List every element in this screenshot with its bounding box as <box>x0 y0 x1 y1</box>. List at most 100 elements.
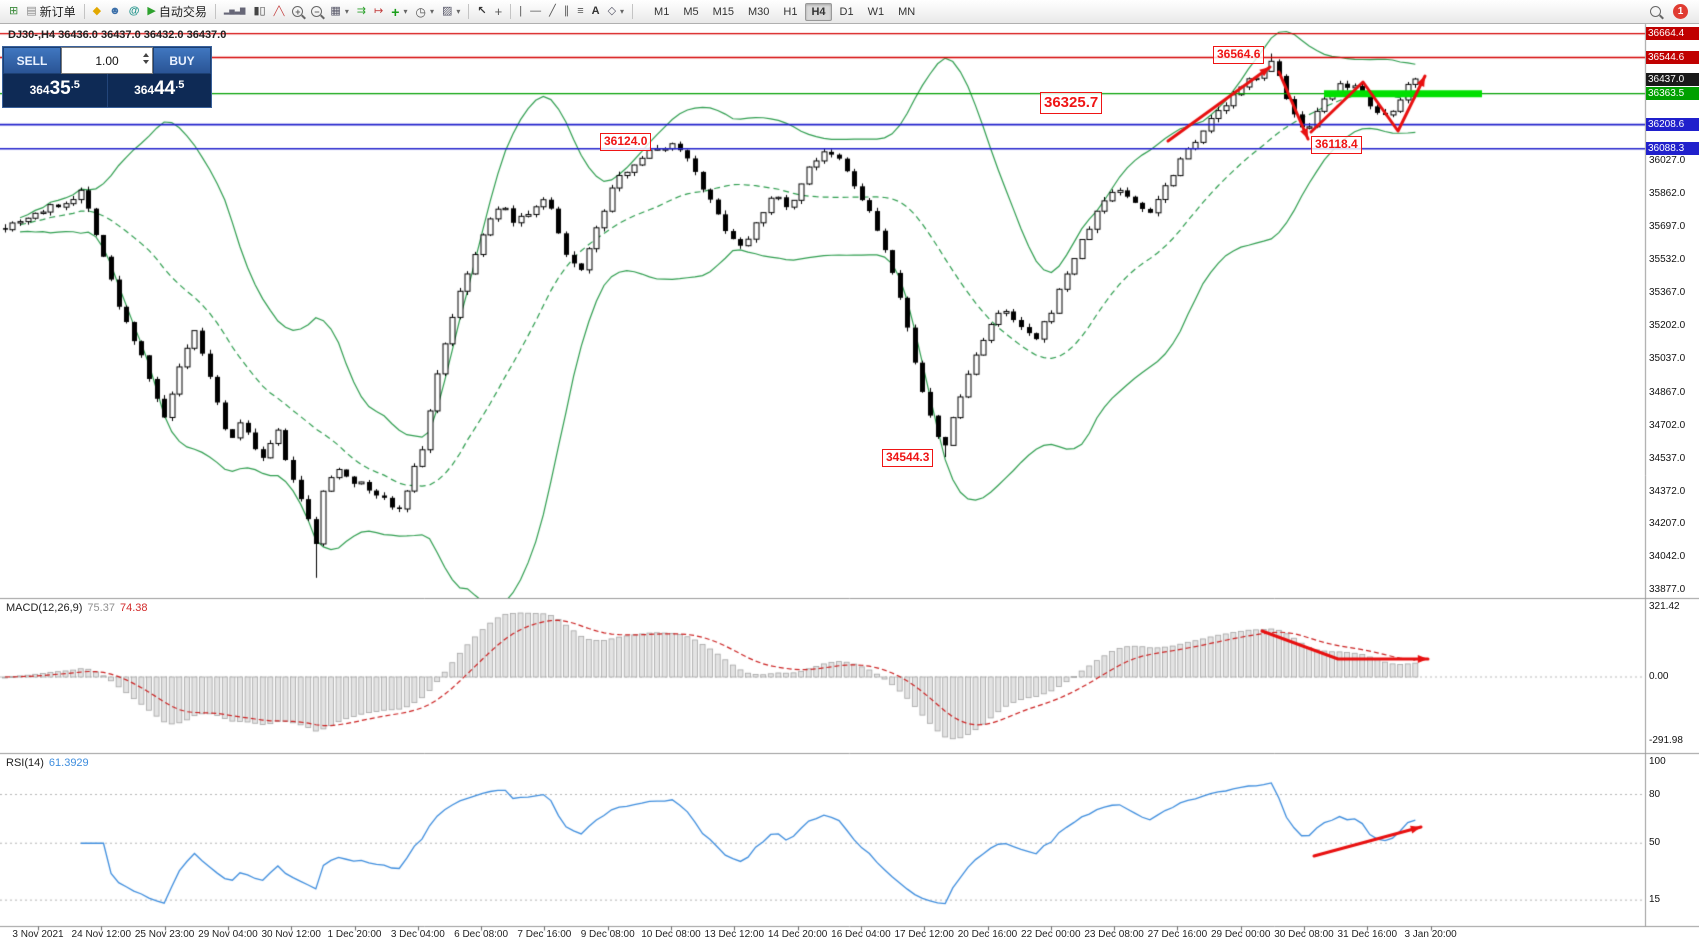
timeframe-h4[interactable]: H4 <box>805 2 832 21</box>
fibo-icon: ≡ <box>577 5 584 17</box>
zoom-out-button[interactable]: − <box>307 2 326 22</box>
metaeditor-button[interactable]: ◆ <box>89 2 105 22</box>
candles-chart-button[interactable]: ▮▯ <box>249 2 269 22</box>
trendline-button[interactable]: ╱ <box>545 2 560 22</box>
line-chart-button[interactable]: ╱╲ <box>270 2 289 22</box>
indicators-button[interactable]: + ▾ <box>387 2 411 22</box>
auto-scroll-icon: ⇉ <box>356 5 367 17</box>
new-order-button[interactable]: ▤ 新订单 <box>22 2 79 22</box>
sell-button[interactable]: SELL <box>3 47 61 74</box>
line-icon: ╱╲ <box>273 6 285 16</box>
crosshair-button[interactable]: + <box>491 2 507 22</box>
toolbar-separator <box>632 4 634 19</box>
bars-icon: ▂▅▃▇ <box>223 8 246 15</box>
toolbar-separator <box>214 4 216 19</box>
cursor-button[interactable]: ↖ <box>473 2 490 22</box>
toolbar: ⊞ ▤ 新订单 ◆ ☻ @ ▶ 自动交易 ▂▅▃▇ ▮▯ ╱╲ + − ▦ ▾ ⇉ ↦ + ▾ ◷ ▾ ▨ ▾ ↖ + | — ╱ ∥ ≡… <box>0 0 1699 24</box>
fibonacci-button[interactable]: ≡ <box>573 2 587 22</box>
person-icon: ☻ <box>109 5 121 17</box>
dropdown-arrow-icon: ▾ <box>456 7 461 16</box>
auto-scroll-button[interactable]: ⇉ <box>353 2 370 22</box>
new-chart-button[interactable]: ⊞ <box>5 2 22 22</box>
chart-shift-button[interactable]: ↦ <box>370 2 387 22</box>
periods-button[interactable]: ◷ ▾ <box>411 2 438 22</box>
time-label: 9 Dec 08:00 <box>580 929 635 940</box>
algo-trading-button[interactable]: ▶ 自动交易 <box>143 2 210 22</box>
zoom-in-icon: + <box>292 6 304 17</box>
price-tick: 35862.0 <box>1649 187 1686 199</box>
time-label: 24 Nov 12:00 <box>71 929 132 940</box>
dropdown-arrow-icon: ▾ <box>344 7 349 16</box>
zoom-out-icon: − <box>311 6 323 17</box>
new-order-icon: ▤ <box>26 5 37 17</box>
tile-windows-button[interactable]: ▦ ▾ <box>326 2 352 22</box>
time-label: 29 Nov 04:00 <box>198 929 258 940</box>
vertical-line-button[interactable]: | <box>515 2 526 22</box>
time-label: 29 Dec 00:00 <box>1210 929 1271 940</box>
play-icon: ▶ <box>147 5 156 17</box>
price-tick: 34372.0 <box>1649 485 1686 497</box>
timeframe-m1[interactable]: M1 <box>654 5 670 18</box>
horizontal-line-button[interactable]: — <box>526 2 545 22</box>
price-annotation[interactable]: 36124.0 <box>600 133 652 151</box>
text-tool-button[interactable]: A <box>588 2 604 22</box>
grid-icon: ▦ <box>330 5 341 17</box>
algo-trading-label: 自动交易 <box>158 5 207 19</box>
rsi-axis-tick: 15 <box>1649 894 1661 906</box>
price-level-label: 36363.5 <box>1646 87 1699 101</box>
macd-axis-tick: 0.00 <box>1649 671 1669 682</box>
time-label: 27 Dec 16:00 <box>1147 929 1208 940</box>
volume-spinner <box>143 53 149 64</box>
rsi-indicator-label: RSI(14) 61.3929 <box>6 757 94 769</box>
vline-icon: | <box>519 5 523 17</box>
timeframe-m30[interactable]: M30 <box>748 5 770 18</box>
time-label: 25 Nov 23:00 <box>134 929 195 940</box>
toolbar-separator <box>83 4 85 19</box>
price-annotation[interactable]: 34544.3 <box>882 449 934 467</box>
template-icon: ▨ <box>441 5 453 17</box>
dropdown-arrow-icon: ▾ <box>620 7 625 16</box>
new-chart-icon: ⊞ <box>9 5 19 17</box>
timeframe-m15[interactable]: M15 <box>712 5 735 18</box>
volume-input[interactable]: 1.00 <box>61 47 153 74</box>
community-button[interactable]: @ <box>125 2 144 22</box>
buy-button[interactable]: BUY <box>153 47 211 74</box>
price-level-label: 36088.3 <box>1646 142 1699 156</box>
price-level-label: 36208.6 <box>1646 118 1699 132</box>
search-button[interactable] <box>1646 2 1665 22</box>
volume-decrease-icon[interactable] <box>143 60 149 64</box>
time-label: 3 Nov 2021 <box>12 929 64 940</box>
price-annotation[interactable]: 36325.7 <box>1040 92 1103 114</box>
timeframe-h1[interactable]: H1 <box>783 5 798 18</box>
volume-increase-icon[interactable] <box>143 53 149 57</box>
macd-axis-tick: -291.98 <box>1649 734 1683 746</box>
price-tick: 34537.0 <box>1649 452 1686 464</box>
timeframe-mn[interactable]: MN <box>898 5 916 18</box>
timeframe-d1[interactable]: D1 <box>839 5 854 18</box>
equidistant-channel-button[interactable]: ∥ <box>560 2 574 22</box>
time-label: 30 Dec 08:00 <box>1274 929 1334 940</box>
buy-price: 364 44.5 <box>134 78 185 99</box>
price-tick: 36027.0 <box>1649 154 1686 166</box>
profile-button[interactable]: ☻ <box>105 2 125 22</box>
price-tick: 35037.0 <box>1649 352 1686 364</box>
chart-shift-icon: ↦ <box>374 5 384 17</box>
timeframe-m5[interactable]: M5 <box>683 5 699 18</box>
zoom-in-button[interactable]: + <box>288 2 307 22</box>
timeframe-w1[interactable]: W1 <box>867 5 885 18</box>
bars-chart-button[interactable]: ▂▅▃▇ <box>220 2 250 22</box>
hline-icon: — <box>530 5 542 17</box>
diamond-icon: ◆ <box>92 5 102 17</box>
objects-button[interactable]: ◇ ▾ <box>604 2 628 22</box>
templates-button[interactable]: ▨ ▾ <box>438 2 464 22</box>
new-order-label: 新订单 <box>39 5 76 19</box>
macd-main-value: 75.37 <box>87 602 115 614</box>
clock-icon: ◷ <box>415 4 426 19</box>
price-annotation[interactable]: 36118.4 <box>1311 136 1362 154</box>
time-label: 6 Dec 08:00 <box>454 929 509 940</box>
price-annotation[interactable]: 36564.6 <box>1213 46 1265 64</box>
time-label: 20 Dec 16:00 <box>957 929 1018 940</box>
notification-badge[interactable]: 1 <box>1673 4 1688 19</box>
